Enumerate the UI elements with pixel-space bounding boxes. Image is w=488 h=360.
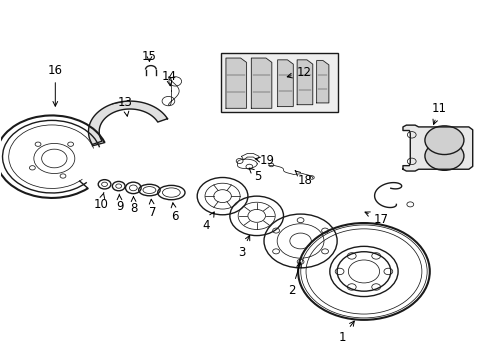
Text: 5: 5 — [249, 168, 261, 183]
Polygon shape — [251, 58, 271, 108]
Polygon shape — [88, 101, 167, 144]
Text: 14: 14 — [161, 69, 176, 86]
Text: 15: 15 — [142, 50, 157, 63]
Polygon shape — [316, 60, 328, 103]
Text: 2: 2 — [287, 262, 301, 297]
Text: 12: 12 — [286, 66, 311, 79]
Text: 3: 3 — [237, 235, 249, 259]
Polygon shape — [402, 125, 472, 171]
Text: 4: 4 — [202, 212, 214, 232]
Polygon shape — [277, 60, 293, 107]
Text: 8: 8 — [130, 197, 137, 215]
Text: 10: 10 — [93, 193, 108, 211]
Bar — [221, 53, 337, 112]
Circle shape — [424, 141, 463, 170]
Text: 9: 9 — [116, 194, 123, 213]
Text: 18: 18 — [295, 171, 312, 186]
Text: 13: 13 — [117, 96, 132, 116]
Circle shape — [424, 126, 463, 154]
Text: 16: 16 — [48, 64, 62, 106]
Text: 19: 19 — [255, 154, 274, 167]
Polygon shape — [297, 60, 312, 105]
Text: 17: 17 — [364, 212, 388, 226]
Text: 11: 11 — [431, 102, 446, 124]
Text: 1: 1 — [338, 321, 354, 343]
Text: 6: 6 — [171, 203, 178, 223]
Polygon shape — [225, 58, 246, 108]
Text: 7: 7 — [148, 199, 156, 219]
